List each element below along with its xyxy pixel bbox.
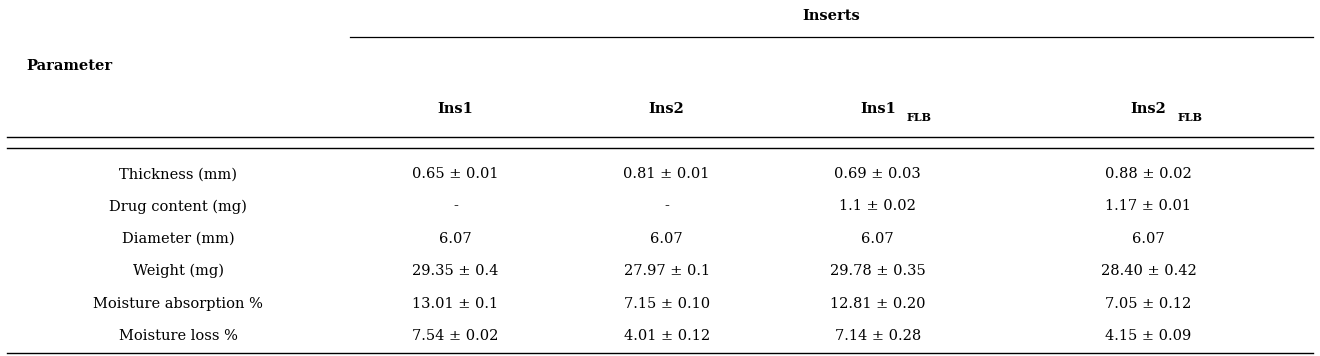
Text: 28.40 ± 0.42: 28.40 ± 0.42 bbox=[1101, 263, 1196, 278]
Text: 6.07: 6.07 bbox=[1133, 231, 1164, 246]
Text: 27.97 ± 0.1: 27.97 ± 0.1 bbox=[623, 263, 710, 278]
Text: 0.81 ± 0.01: 0.81 ± 0.01 bbox=[623, 167, 710, 182]
Text: 12.81 ± 0.20: 12.81 ± 0.20 bbox=[830, 297, 925, 312]
Text: Ins1: Ins1 bbox=[437, 101, 474, 116]
Text: 6.07: 6.07 bbox=[651, 231, 682, 246]
Text: Diameter (mm): Diameter (mm) bbox=[121, 231, 235, 246]
Text: 29.35 ± 0.4: 29.35 ± 0.4 bbox=[412, 263, 499, 278]
Text: 6.07: 6.07 bbox=[862, 231, 894, 246]
Text: 1.1 ± 0.02: 1.1 ± 0.02 bbox=[840, 199, 916, 214]
Text: 0.65 ± 0.01: 0.65 ± 0.01 bbox=[412, 167, 499, 182]
Text: 6.07: 6.07 bbox=[440, 231, 471, 246]
Text: Drug content (mg): Drug content (mg) bbox=[110, 199, 247, 214]
Text: FLB: FLB bbox=[1177, 112, 1203, 123]
Text: Inserts: Inserts bbox=[803, 9, 861, 23]
Text: 4.15 ± 0.09: 4.15 ± 0.09 bbox=[1105, 329, 1192, 344]
Text: 13.01 ± 0.1: 13.01 ± 0.1 bbox=[412, 297, 499, 312]
Text: 0.88 ± 0.02: 0.88 ± 0.02 bbox=[1105, 167, 1192, 182]
Text: 0.69 ± 0.03: 0.69 ± 0.03 bbox=[834, 167, 921, 182]
Text: Parameter: Parameter bbox=[26, 59, 112, 73]
Text: -: - bbox=[453, 199, 458, 214]
Text: 4.01 ± 0.12: 4.01 ± 0.12 bbox=[623, 329, 710, 344]
Text: Ins2: Ins2 bbox=[1130, 101, 1167, 116]
Text: Weight (mg): Weight (mg) bbox=[133, 263, 223, 278]
Text: 7.14 ± 0.28: 7.14 ± 0.28 bbox=[834, 329, 921, 344]
Text: Moisture absorption %: Moisture absorption % bbox=[94, 297, 263, 312]
Text: -: - bbox=[664, 199, 669, 214]
Text: 7.54 ± 0.02: 7.54 ± 0.02 bbox=[412, 329, 499, 344]
Text: Ins1: Ins1 bbox=[859, 101, 896, 116]
Text: Thickness (mm): Thickness (mm) bbox=[119, 167, 238, 182]
Text: 7.05 ± 0.12: 7.05 ± 0.12 bbox=[1105, 297, 1192, 312]
Text: FLB: FLB bbox=[907, 112, 932, 123]
Text: Ins2: Ins2 bbox=[648, 101, 685, 116]
Text: 29.78 ± 0.35: 29.78 ± 0.35 bbox=[830, 263, 925, 278]
Text: Moisture loss %: Moisture loss % bbox=[119, 329, 238, 344]
Text: 1.17 ± 0.01: 1.17 ± 0.01 bbox=[1105, 199, 1192, 214]
Text: 7.15 ± 0.10: 7.15 ± 0.10 bbox=[623, 297, 710, 312]
